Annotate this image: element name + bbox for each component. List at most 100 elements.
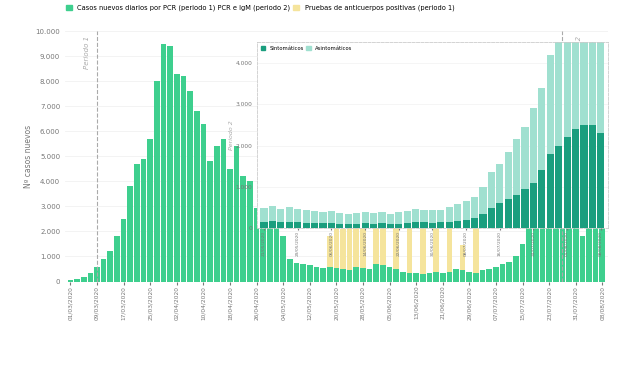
Bar <box>260 179 266 282</box>
Bar <box>407 145 412 273</box>
Bar <box>553 179 559 282</box>
Bar <box>161 44 166 282</box>
Bar <box>533 226 539 282</box>
Bar <box>373 189 379 264</box>
Bar <box>395 224 402 228</box>
Bar <box>303 210 310 223</box>
Bar <box>600 171 605 282</box>
Bar <box>300 264 306 282</box>
Bar <box>227 169 232 282</box>
Bar <box>480 270 485 282</box>
Bar <box>393 187 399 269</box>
Bar <box>294 222 301 228</box>
Bar <box>496 164 503 204</box>
Bar <box>564 18 571 137</box>
Bar <box>507 262 512 282</box>
Bar <box>347 269 353 282</box>
Bar <box>360 268 366 282</box>
Bar <box>361 212 369 223</box>
Bar <box>446 194 452 272</box>
Bar <box>407 273 412 282</box>
Bar <box>287 259 293 282</box>
Bar <box>241 176 246 282</box>
Bar <box>307 265 312 282</box>
Bar <box>463 201 470 220</box>
Bar <box>380 265 386 282</box>
Bar <box>269 206 276 221</box>
Bar <box>370 213 377 224</box>
Bar <box>340 269 346 282</box>
Bar <box>174 74 180 282</box>
Bar <box>334 218 339 268</box>
Text: Periodo 2: Periodo 2 <box>576 36 582 70</box>
Bar <box>414 273 419 282</box>
Bar <box>505 152 512 199</box>
Bar <box>572 129 579 228</box>
Bar <box>538 88 546 170</box>
Bar <box>520 244 525 282</box>
Bar <box>194 112 200 282</box>
Bar <box>319 223 327 228</box>
Bar <box>460 270 466 282</box>
Bar <box>420 222 428 228</box>
Bar <box>539 219 545 282</box>
Bar <box>286 207 293 222</box>
Bar <box>367 269 373 282</box>
Legend: Sintomáticos, Asintomáticos: Sintomáticos, Asintomáticos <box>260 45 353 52</box>
Bar <box>234 146 239 282</box>
Bar <box>597 133 604 228</box>
Bar <box>345 214 352 224</box>
Bar <box>207 162 213 282</box>
Bar <box>334 268 339 282</box>
Bar <box>121 219 126 282</box>
Bar <box>260 222 268 228</box>
Bar <box>345 224 352 228</box>
Bar <box>433 272 439 282</box>
Bar <box>360 148 366 268</box>
Bar <box>479 214 487 228</box>
Bar <box>466 272 472 282</box>
Bar <box>361 223 369 228</box>
Bar <box>589 0 596 125</box>
Bar <box>505 199 512 228</box>
Bar <box>221 139 226 282</box>
Bar <box>114 237 120 282</box>
Bar <box>526 224 532 282</box>
Bar <box>473 198 479 273</box>
Bar <box>294 209 301 222</box>
Bar <box>353 149 359 266</box>
Y-axis label: Nº casos nuevos: Nº casos nuevos <box>24 125 33 188</box>
Bar <box>500 264 505 282</box>
Bar <box>589 125 596 228</box>
Bar <box>294 263 299 282</box>
Bar <box>573 226 578 282</box>
Bar <box>555 146 562 228</box>
Bar <box>546 187 552 282</box>
Bar <box>513 139 520 195</box>
Bar <box>593 174 598 282</box>
Bar <box>370 224 377 228</box>
Bar <box>128 187 133 282</box>
Bar <box>564 137 571 228</box>
Bar <box>393 269 399 282</box>
Bar <box>74 279 80 282</box>
Bar <box>597 0 604 133</box>
Y-axis label: Periodo 2: Periodo 2 <box>229 120 234 150</box>
Bar <box>580 125 588 228</box>
Bar <box>420 187 425 274</box>
Bar <box>440 273 446 282</box>
Bar <box>460 245 466 270</box>
Bar <box>311 211 318 223</box>
Bar <box>521 189 529 228</box>
Bar <box>387 224 394 228</box>
Bar <box>547 55 554 154</box>
Bar <box>314 266 319 282</box>
Bar <box>493 266 498 282</box>
Bar <box>555 34 562 146</box>
Bar <box>454 221 461 228</box>
Bar <box>463 220 470 228</box>
Bar <box>538 170 546 228</box>
Bar <box>429 223 436 228</box>
Bar <box>580 0 588 125</box>
Bar <box>280 237 286 282</box>
